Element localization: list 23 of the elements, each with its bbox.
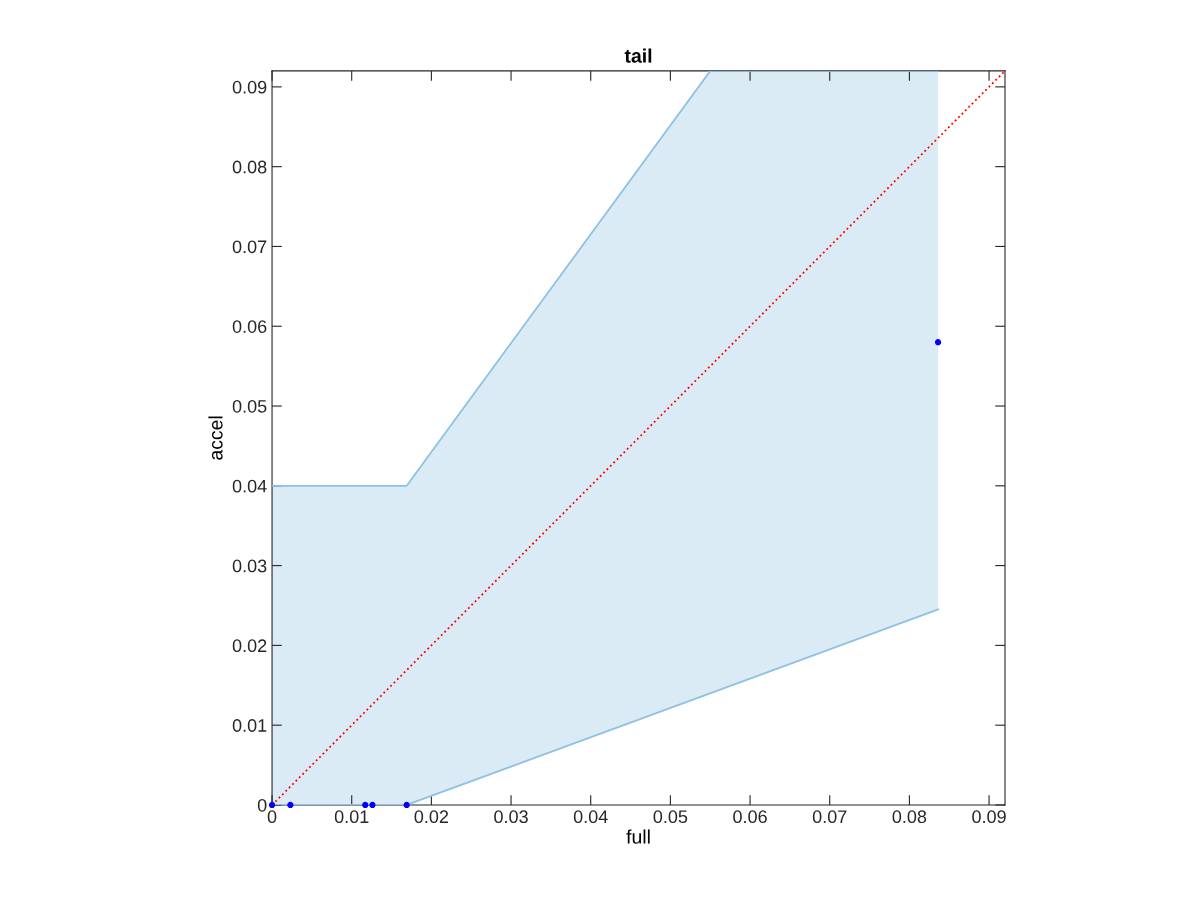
- x-tick-label: 0.04: [573, 810, 608, 824]
- y-tick-label: 0.09: [232, 80, 267, 94]
- y-tick-label: 0.07: [232, 240, 267, 254]
- y-tick-label: 0.04: [232, 479, 267, 493]
- y-tick-label: 0.08: [232, 160, 267, 174]
- x-tick-label: 0.07: [812, 810, 847, 824]
- y-tick-label: 0.02: [232, 639, 267, 653]
- y-axis-title: accel: [208, 416, 223, 460]
- x-tick-label: 0.08: [892, 810, 927, 824]
- y-tick-label: 0: [257, 798, 267, 812]
- y-tick-label: 0.05: [232, 399, 267, 413]
- x-tick-label: 0.06: [733, 810, 767, 824]
- x-tick-label: 0.05: [653, 810, 688, 824]
- chart-title: tail: [624, 48, 652, 63]
- x-tick-label: 0.09: [972, 810, 1006, 824]
- y-tick-label: 0.01: [232, 719, 267, 732]
- x-tick-label: 0.01: [334, 810, 369, 824]
- x-tick-label: 0: [267, 810, 277, 824]
- x-axis-title: full: [626, 829, 650, 844]
- x-tick-label: 0.02: [414, 810, 449, 824]
- y-tick-label: 0.03: [232, 559, 267, 573]
- y-tick-label: 0.06: [232, 320, 267, 333]
- x-tick-label: 0.03: [494, 810, 528, 824]
